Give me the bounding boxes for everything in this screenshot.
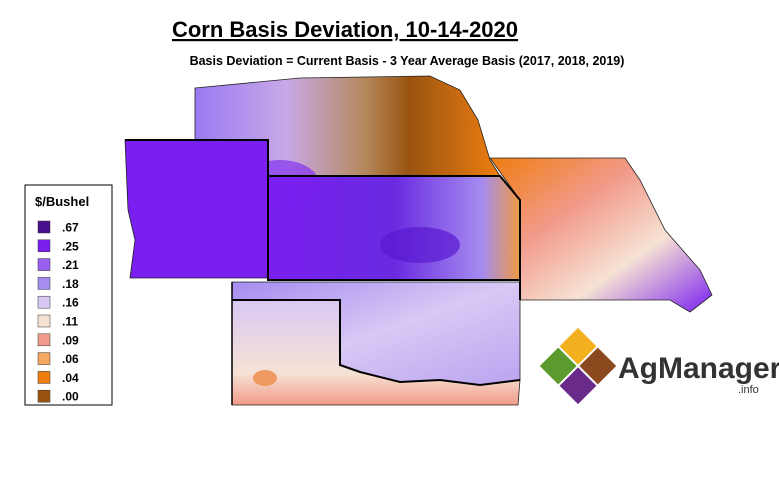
legend-swatch: [37, 352, 51, 365]
legend-label: .67: [62, 221, 79, 235]
legend-swatch: [37, 239, 51, 253]
legend-swatch: [37, 258, 51, 271]
hotspot: [253, 370, 277, 386]
region-missouri: [489, 157, 713, 313]
legend-title: $/Bushel: [35, 194, 89, 209]
legend-label: .21: [62, 258, 79, 272]
legend-swatch: [37, 314, 51, 328]
legend: $/Bushel .67 .25 .21 .18 .16 .11 .09 .06 .04 .00: [24, 184, 113, 406]
legend-label: .00: [62, 390, 79, 404]
legend-label: .11: [62, 315, 78, 329]
legend-label: .18: [62, 277, 79, 291]
state-border: [232, 299, 521, 387]
legend-swatch: [37, 371, 51, 384]
legend-swatch: [37, 389, 51, 403]
legend-label: .04: [62, 371, 79, 385]
legend-swatch: [37, 295, 51, 309]
logo-name: AgManager: [618, 352, 779, 385]
legend-label: .25: [62, 239, 79, 253]
logo-icon: [539, 327, 617, 405]
legend-label: .09: [62, 333, 79, 347]
legend-label: .06: [62, 352, 79, 366]
logo-suffix: .info: [738, 384, 759, 396]
legend-swatch: [37, 333, 51, 347]
region-colorado: [124, 139, 269, 279]
state-border: [125, 139, 520, 281]
title: Corn Basis Deviation, 10-14-2020: [172, 17, 518, 42]
legend-swatch: [37, 220, 51, 234]
state-border: [268, 175, 521, 300]
hotspot: [380, 227, 460, 263]
map: [124, 75, 713, 406]
legend-label: .16: [62, 296, 79, 310]
subtitle: Basis Deviation = Current Basis - 3 Year…: [190, 54, 625, 68]
legend-swatch: [37, 277, 51, 290]
hotspot: [240, 160, 320, 210]
logo: AgManager .info: [539, 327, 779, 405]
